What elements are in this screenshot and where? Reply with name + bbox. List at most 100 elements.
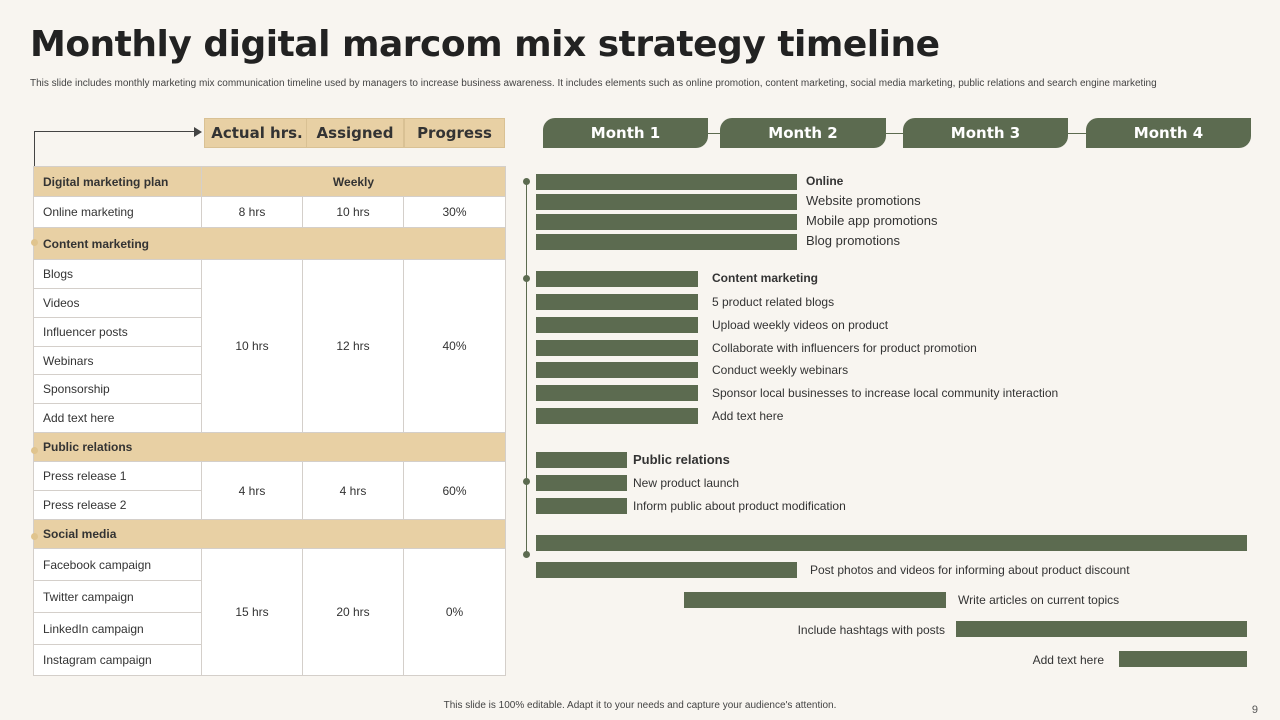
section-label: Public relations (33, 432, 506, 462)
table-row: Webinars (33, 346, 506, 375)
timeline-section-label: Online (806, 174, 844, 188)
assigned-cell: 4 hrs (302, 461, 404, 520)
assigned-cell: 10 hrs (302, 196, 404, 228)
section-row: Content marketing (33, 227, 506, 260)
table-header-row: Digital marketing plan Weekly (33, 166, 506, 197)
section-marker-dot (31, 239, 38, 246)
month-divider (705, 133, 723, 134)
timeline-item-label: Upload weekly videos on product (712, 318, 889, 332)
table-row: Press release 1 4 hrs 4 hrs 60% (33, 461, 506, 520)
timeline-item-label: Blog promotions (806, 233, 900, 248)
row-label: Twitter campaign (33, 580, 202, 613)
gantt-bar (1119, 651, 1247, 667)
gantt-bar (536, 562, 797, 578)
actual-hrs-cell: 8 hrs (201, 196, 303, 228)
gantt-bar (536, 234, 797, 250)
month-divider (1065, 133, 1089, 134)
timeline-item-label: Website promotions (806, 193, 921, 208)
row-label: Press release 1 (33, 461, 202, 491)
table-row: Press release 2 (33, 490, 506, 520)
month-2-tab: Month 2 (720, 118, 886, 148)
section-label: Social media (33, 519, 506, 549)
row-label: Sponsorship (33, 374, 202, 404)
timeline-section-label: Content marketing (712, 271, 819, 285)
timeline-dot (523, 178, 530, 185)
timeline-dot (523, 551, 530, 558)
gantt-bar-social-media (536, 535, 1247, 551)
table-row: LinkedIn campaign (33, 612, 506, 645)
row-label: Facebook campaign (33, 548, 202, 581)
row-label: Blogs (33, 259, 202, 289)
assigned-cell: 20 hrs (302, 548, 404, 676)
section-row: Social media (33, 519, 506, 549)
row-label: Videos (33, 288, 202, 318)
timeline-item-label: Collaborate with influencers for product… (712, 341, 977, 355)
timeline-item-label: Conduct weekly webinars (712, 363, 849, 377)
page-number: 9 (1251, 704, 1258, 716)
table-row: Online marketing 8 hrs 10 hrs 30% (33, 196, 506, 228)
month-3-tab: Month 3 (903, 118, 1068, 148)
gantt-bar (536, 385, 698, 401)
timeline-item-label: Post photos and videos for informing abo… (810, 563, 1130, 577)
month-divider (883, 133, 905, 134)
row-label: Influencer posts (33, 317, 202, 347)
row-label: Add text here (33, 403, 202, 433)
timeline-item-label: Add text here (712, 409, 784, 423)
month-4-tab: Month 4 (1086, 118, 1251, 148)
tab-assigned: Assigned (306, 118, 404, 148)
timeline-item-label: Add text here (1032, 653, 1104, 667)
connector-horizontal (34, 131, 196, 132)
marketing-plan-table: Digital marketing plan Weekly Online mar… (33, 166, 506, 676)
row-label: Webinars (33, 346, 202, 375)
row-label: LinkedIn campaign (33, 612, 202, 645)
actual-hrs-cell: 15 hrs (201, 548, 303, 676)
arrow-right-icon (194, 127, 202, 137)
row-label: Online marketing (33, 196, 202, 228)
timeline-item-label: New product launch (633, 476, 740, 490)
month-1-tab: Month 1 (543, 118, 708, 148)
progress-cell: 40% (403, 259, 506, 433)
progress-cell: 60% (403, 461, 506, 520)
page-title: Monthly digital marcom mix strategy time… (30, 24, 940, 65)
table-row: Blogs 10 hrs 12 hrs 40% (33, 259, 506, 433)
timeline-item-label: Sponsor local businesses to increase loc… (712, 386, 1059, 400)
table-row: Influencer posts (33, 317, 506, 347)
timeline-item-label: Mobile app promotions (806, 213, 938, 228)
assigned-cell: 12 hrs (302, 259, 404, 433)
progress-cell: 30% (403, 196, 506, 228)
gantt-bar (956, 621, 1247, 637)
page-subtitle: This slide includes monthly marketing mi… (30, 78, 1157, 89)
timeline-item-label: Inform public about product modification (633, 499, 846, 513)
row-label: Press release 2 (33, 490, 202, 520)
gantt-bar (536, 408, 698, 424)
tab-actual-hrs: Actual hrs. (204, 118, 310, 148)
gantt-bar (536, 498, 627, 514)
timeline-dot (523, 275, 530, 282)
timeline-dot (523, 478, 530, 485)
timeline-item-label: 5 product related blogs (712, 295, 835, 309)
gantt-bar (684, 592, 946, 608)
actual-hrs-cell: 4 hrs (201, 461, 303, 520)
timeline-section-label: Public relations (633, 452, 730, 467)
gantt-bar (536, 214, 797, 230)
section-label: Content marketing (33, 227, 506, 260)
table-row: Videos (33, 288, 506, 318)
gantt-bar (536, 362, 698, 378)
gantt-bar (536, 271, 698, 287)
timeline-spine (526, 181, 527, 555)
footer-note: This slide is 100% editable. Adapt it to… (443, 700, 837, 711)
section-marker-dot (31, 447, 38, 454)
table-row: Sponsorship (33, 374, 506, 404)
timeline-item-label: Write articles on current topics (958, 593, 1120, 607)
table-row: Add text here (33, 403, 506, 433)
weekly-header: Weekly (201, 166, 506, 197)
tab-progress: Progress (404, 118, 505, 148)
table-row: Facebook campaign 15 hrs 20 hrs 0% (33, 548, 506, 676)
progress-cell: 0% (403, 548, 506, 676)
gantt-bar (536, 174, 797, 190)
row-label: Instagram campaign (33, 644, 202, 676)
gantt-bar (536, 194, 797, 210)
gantt-bar (536, 475, 627, 491)
plan-header: Digital marketing plan (33, 166, 202, 197)
timeline-item-label: Include hashtags with posts (797, 623, 945, 637)
